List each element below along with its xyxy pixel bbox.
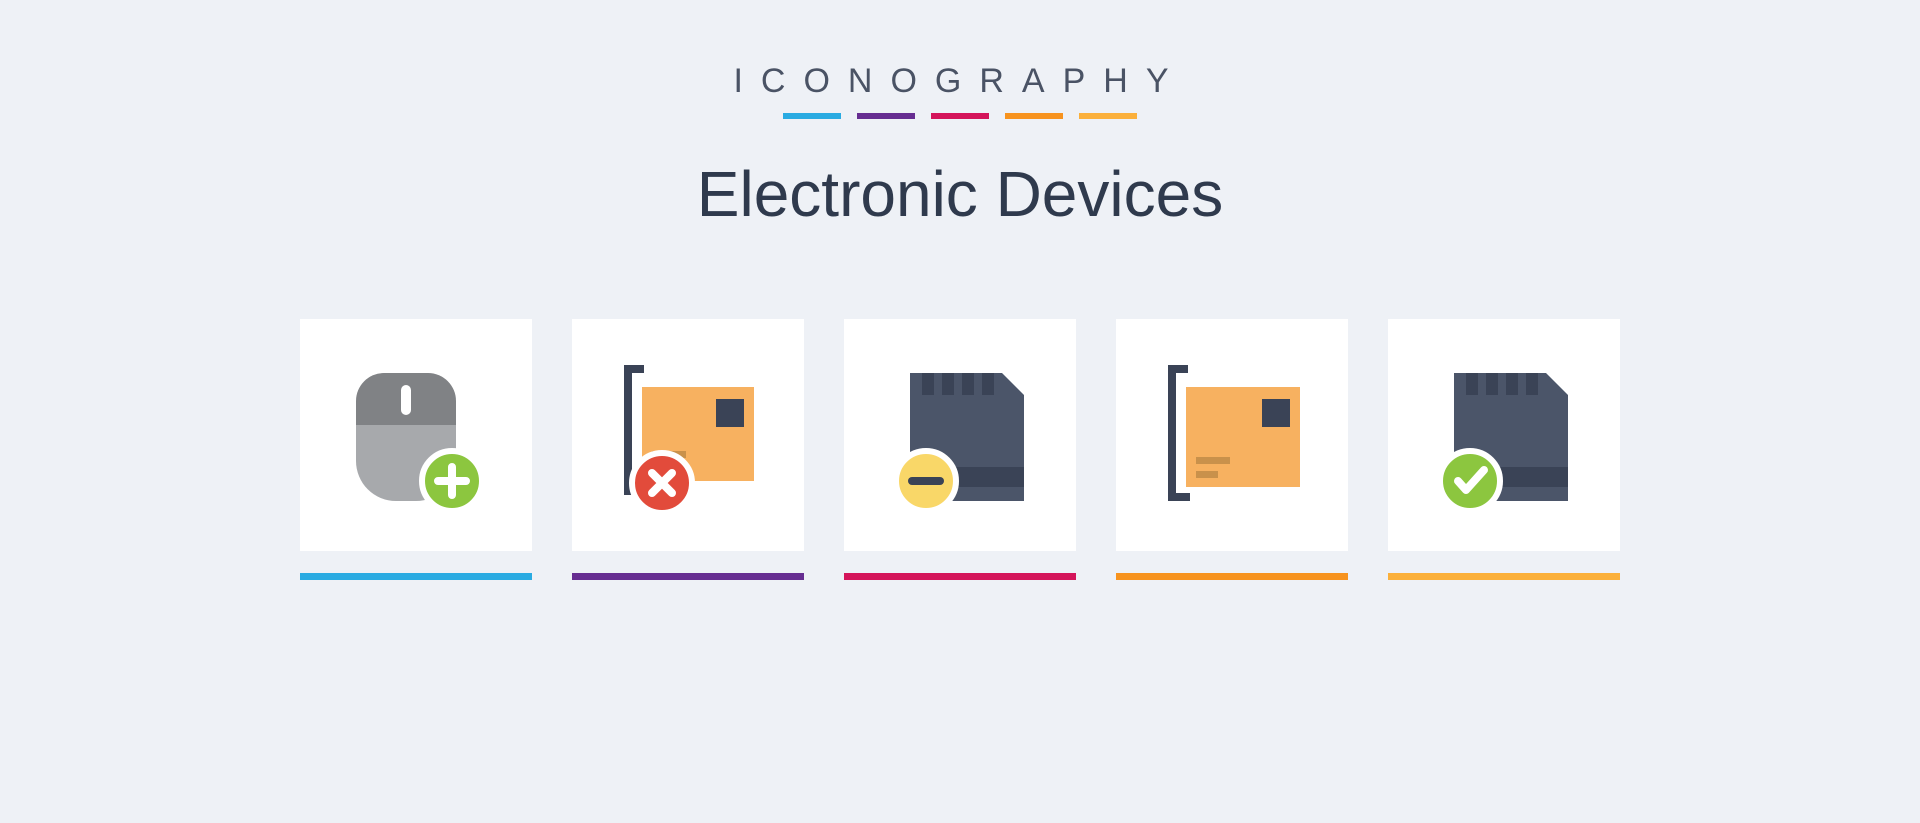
icon-card-card-remove (572, 319, 804, 580)
icon-row (0, 319, 1920, 580)
brand-text: ICONOGRAPHY (697, 62, 1223, 101)
card-underline (572, 573, 804, 580)
card-underline (1116, 573, 1348, 580)
icon-box (844, 319, 1076, 551)
card-icon (1152, 355, 1312, 515)
card-underline (1388, 573, 1620, 580)
stripe-3 (931, 113, 989, 119)
icon-card-sd-minus (844, 319, 1076, 580)
icon-card-mouse-add (300, 319, 532, 580)
icon-box (300, 319, 532, 551)
stripe-2 (857, 113, 915, 119)
mouse-add-icon (336, 355, 496, 515)
icon-box (572, 319, 804, 551)
icon-card-card (1116, 319, 1348, 580)
icon-box (1388, 319, 1620, 551)
sd-check-icon (1424, 355, 1584, 515)
stripe-1 (783, 113, 841, 119)
icon-box (1116, 319, 1348, 551)
brand-stripes (697, 113, 1223, 119)
stripe-5 (1079, 113, 1137, 119)
card-underline (300, 573, 532, 580)
stripe-4 (1005, 113, 1063, 119)
header: ICONOGRAPHY Electronic Devices (697, 62, 1223, 231)
card-underline (844, 573, 1076, 580)
sd-minus-icon (880, 355, 1040, 515)
icon-card-sd-check (1388, 319, 1620, 580)
page-title: Electronic Devices (697, 157, 1223, 231)
card-remove-icon (608, 355, 768, 515)
